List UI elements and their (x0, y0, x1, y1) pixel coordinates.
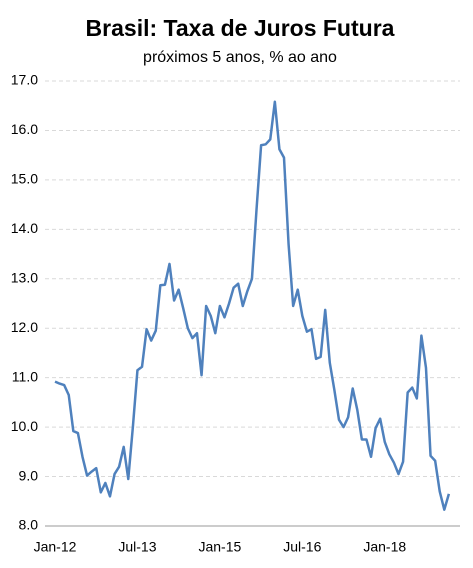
data-line (54, 100, 451, 511)
y-tick-label: 15.0 (11, 171, 38, 187)
y-tick-label: 17.0 (11, 72, 38, 88)
y-tick-label: 8.0 (19, 517, 39, 533)
chart-subtitle: próximos 5 anos, % ao ano (143, 49, 337, 66)
y-tick-label: 12.0 (11, 319, 38, 335)
y-tick-label: 9.0 (19, 467, 39, 483)
y-tick-label: 14.0 (11, 220, 38, 236)
x-tick-label: Jul-16 (283, 539, 321, 555)
x-tick-label: Jan-15 (198, 539, 241, 555)
x-tick-label: Jan-18 (363, 539, 406, 555)
y-tick-label: 11.0 (12, 368, 38, 384)
chart-title: Brasil: Taxa de Juros Futura (86, 15, 395, 41)
x-tick-label: Jul-13 (118, 539, 156, 555)
x-tick-label: Jan-12 (34, 539, 77, 555)
y-tick-label: 16.0 (11, 121, 38, 137)
y-tick-label: 13.0 (11, 269, 38, 285)
y-tick-label: 10.0 (11, 418, 38, 434)
